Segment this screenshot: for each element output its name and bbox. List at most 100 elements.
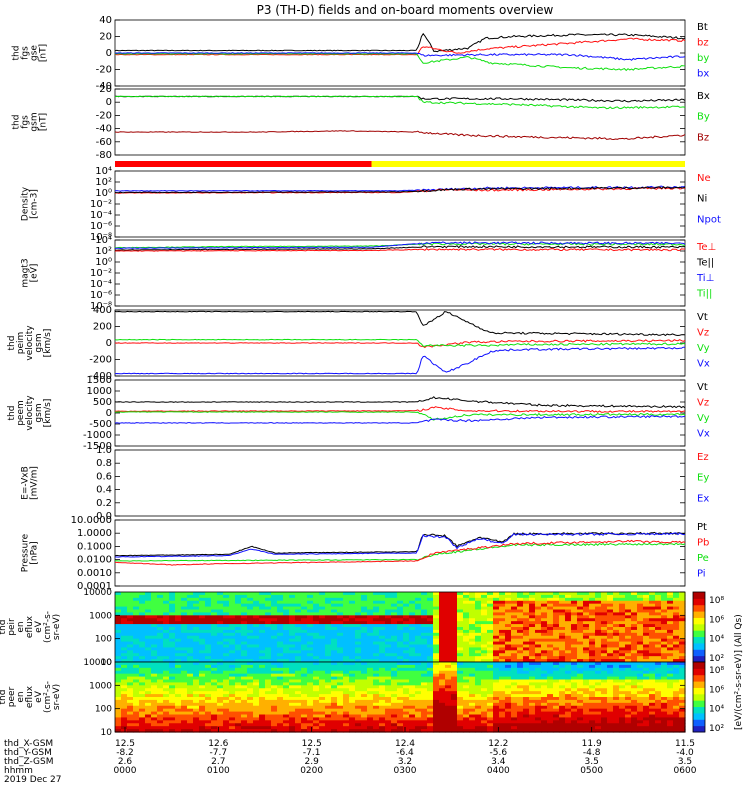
spectrogram-cell [505,664,512,669]
spectrogram-cell [271,699,278,704]
spectrogram-cell [583,673,590,678]
spectrogram-cell [247,662,254,666]
spectrogram-cell [595,638,602,643]
spectrogram-cell [217,629,224,634]
spectrogram-cell [487,597,494,602]
spectrogram-cell [247,600,254,605]
spectrogram-cell [607,688,614,692]
spectrogram-cell [679,629,686,634]
spectrogram-cell [637,656,644,660]
spectrogram-cell [145,723,152,727]
colorbar-segment [693,604,705,612]
spectrogram-cell [673,729,680,733]
y-axis-label-line: gsm [34,403,44,422]
spectrogram-cell [115,723,122,727]
spectrogram-cell [583,729,590,733]
spectrogram-cell [253,600,260,605]
spectrogram-cell [199,679,206,684]
spectrogram-cell [655,673,662,678]
spectrogram-cell [139,624,146,628]
spectrogram-cell [559,682,566,686]
spectrogram-cell [631,702,638,707]
y-axis-label-line: eflux [25,615,35,638]
spectrogram-cell [619,632,626,637]
spectrogram-cell [313,679,320,684]
spectrogram-cell [433,629,440,634]
spectrogram-cell [133,714,140,719]
spectrogram-cell [277,705,284,710]
spectrogram-cell [511,597,518,602]
spectrogram-cell [517,673,524,678]
spectrogram-cell [235,711,242,716]
spectrogram-cell [295,612,302,616]
spectrogram-cell [163,699,170,704]
spectrogram-cell [583,635,590,640]
spectrogram-cell [475,699,482,704]
spectrogram-cell [613,714,620,719]
spectrogram-cell [235,653,242,657]
spectrogram-cell [673,627,680,631]
y-tick-label: 20 [99,84,112,95]
spectrogram-cell [625,720,632,724]
x-axis-value: 12.5 [302,739,322,749]
spectrogram-cell [217,659,224,663]
spectrogram-cell [271,670,278,675]
spectrogram-cell [445,679,452,684]
spectrogram-cell [277,600,284,605]
spectrogram-cell [475,638,482,643]
spectrogram-cell [265,597,272,602]
x-axis-value: 11.5 [675,739,695,749]
spectrogram-cell [625,682,632,686]
spectrogram-cell [211,729,218,733]
spectrogram-cell [667,723,674,727]
spectrogram-cell [313,618,320,622]
spectrogram-cell [505,670,512,675]
spectrogram-cell [313,621,320,625]
spectrogram-cell [151,705,158,710]
spectrogram-cell [559,594,566,599]
spectrogram-cell [409,638,416,643]
spectrogram-cell [625,609,632,614]
spectrogram-cell [337,697,344,701]
spectrogram-cell [601,676,608,681]
spectrogram-cell [211,676,218,681]
spectrogram-cell [643,705,650,710]
spectrogram-cell [397,717,404,721]
colorbar-tick-label: 10⁸ [709,596,724,606]
spectrogram-cell [421,673,428,678]
x-axis-row-label: thd_Z-GSM [4,757,53,767]
spectrogram-cell [229,624,236,628]
spectrogram-cell [421,632,428,637]
spectrogram-cell [679,638,686,643]
y-axis-label: Density [cm-3] [21,186,40,221]
spectrogram-cell [673,688,680,692]
spectrogram-cell [307,635,314,640]
spectrogram-cell [211,624,218,628]
spectrogram-cell [151,650,158,654]
y-axis-label-line: Density [21,186,31,221]
spectrogram-cell [289,609,296,614]
spectrogram-cell [211,726,218,730]
spectrogram-cell [325,612,332,616]
spectrogram-cell [223,679,230,684]
spectrogram-cell [241,688,248,692]
spectrogram-cell [577,705,584,710]
spectrogram-cell [559,647,566,651]
spectrogram-cell [643,606,650,611]
spectrogram-cell [661,592,668,596]
spectrogram-cell [241,720,248,724]
spectrogram-cell [367,726,374,730]
spectrogram-cell [415,612,422,616]
spectrogram-cell [283,606,290,611]
spectrogram-cell [421,714,428,719]
spectrogram-cell [247,729,254,733]
spectrogram-cell [283,638,290,643]
spectrogram-cell [667,664,674,669]
spectrogram-cell [295,600,302,605]
spectrogram-cell [577,618,584,622]
spectrogram-cell [277,641,284,646]
spectrogram-cell [439,659,446,663]
spectrogram-cell [193,644,200,649]
spectrogram-cell [157,612,164,616]
